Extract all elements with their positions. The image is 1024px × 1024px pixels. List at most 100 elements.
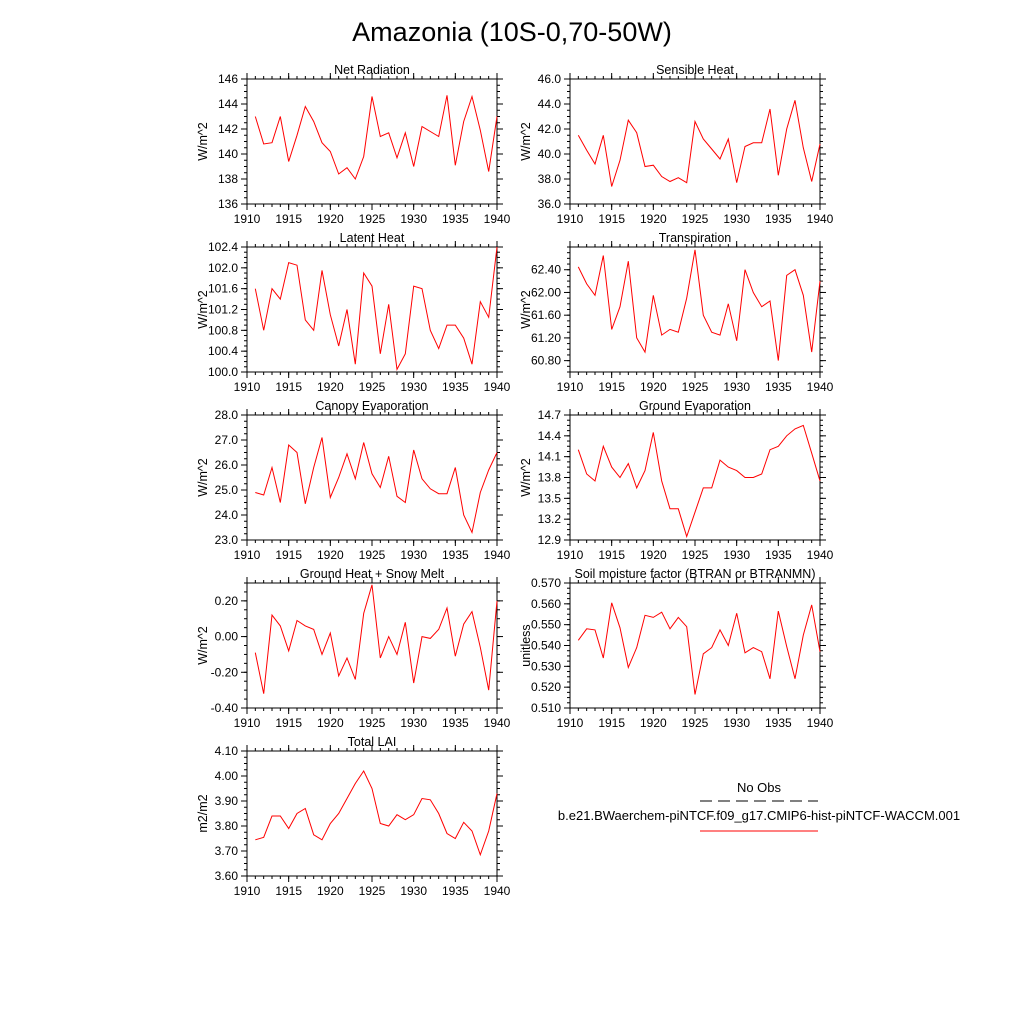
x-tick-label: 1925 [359,548,386,562]
x-tick-label: 1910 [557,380,584,394]
y-axis-label: W/m^2 [196,458,210,497]
y-tick-label: 4.10 [215,744,239,758]
x-tick-label: 1935 [442,212,469,226]
y-tick-label: 0.540 [531,639,561,653]
chart-panel: Net Radiation 1910 1915 1920 1925 1930 1935 194… [196,63,511,226]
y-tick-label: 102.4 [208,240,238,254]
y-tick-label: 0.560 [531,597,561,611]
x-tick-label: 1940 [807,212,834,226]
y-tick-label: 3.70 [215,844,239,858]
x-tick-label: 1925 [359,884,386,898]
y-axis-label: m2/m2 [196,794,210,832]
x-tick-label: 1915 [598,548,625,562]
plot-frame [246,750,498,877]
x-tick-label: 1920 [640,212,667,226]
x-tick-label: 1930 [723,380,750,394]
y-tick-label: 0.00 [215,630,239,644]
plot-frame [569,78,821,205]
plot-frame [246,414,498,541]
y-axis-label: W/m^2 [196,626,210,665]
y-tick-label: 44.0 [538,97,562,111]
x-tick-label: 1920 [317,548,344,562]
y-tick-label: 101.2 [208,303,238,317]
x-tick-label: 1920 [317,380,344,394]
y-tick-label: 24.0 [215,508,239,522]
x-tick-label: 1920 [640,380,667,394]
x-tick-label: 1915 [598,380,625,394]
x-tick-label: 1925 [359,716,386,730]
x-tick-label: 1935 [442,380,469,394]
chart-panel: Soil moisture factor (BTRAN or BTRANMN) 1… [519,567,834,730]
chart-panel: Ground Heat + Snow Melt 1910 1915 1920 1925 1… [196,567,511,730]
series-line [577,424,821,539]
y-tick-label: 0.20 [215,594,239,608]
x-tick-label: 1910 [234,884,261,898]
plot-frame [569,582,821,709]
x-tick-label: 1930 [400,716,427,730]
series-line [577,602,821,695]
x-tick-label: 1915 [598,716,625,730]
y-tick-label: 36.0 [538,197,562,211]
x-tick-label: 1940 [807,380,834,394]
x-tick-label: 1930 [400,884,427,898]
x-tick-label: 1935 [442,716,469,730]
y-tick-label: -0.20 [211,665,239,679]
series-line [254,94,498,181]
y-tick-label: 100.0 [208,365,238,379]
panel-title: Ground Heat + Snow Melt [300,567,445,581]
panel-title: Canopy Evaporation [315,399,428,413]
x-tick-label: 1925 [682,548,709,562]
y-tick-label: 101.6 [208,282,238,296]
panel-title: Soil moisture factor (BTRAN or BTRANMN) [574,567,815,581]
y-tick-label: 0.510 [531,701,561,715]
y-tick-label: 27.0 [215,433,239,447]
plot-frame [246,582,498,709]
y-tick-label: 0.520 [531,680,561,694]
x-tick-label: 1915 [275,380,302,394]
panel-title: Sensible Heat [656,63,734,77]
y-axis-label: W/m^2 [196,122,210,161]
x-tick-label: 1935 [765,212,792,226]
x-tick-label: 1930 [400,548,427,562]
series-line [254,246,498,372]
x-tick-label: 1930 [400,380,427,394]
y-axis-label: W/m^2 [519,122,533,161]
panel-title: Net Radiation [334,63,410,77]
series-line [255,769,498,857]
x-tick-label: 1935 [765,716,792,730]
y-axis-label: W/m^2 [196,290,210,329]
x-tick-label: 1940 [807,716,834,730]
x-tick-label: 1930 [723,212,750,226]
y-tick-label: 100.8 [208,323,238,337]
y-axis-label: W/m^2 [519,458,533,497]
panel-title: Transpiration [659,231,732,245]
chart-panel: Canopy Evaporation 1910 1915 1920 1925 1930 19… [196,399,511,562]
series-line [254,584,498,694]
series-line [255,437,498,535]
series-line [577,100,821,187]
y-axis-label: unitless [519,624,533,666]
x-tick-label: 1925 [682,212,709,226]
panel-title: Total LAI [348,735,397,749]
x-tick-label: 1920 [317,716,344,730]
y-tick-label: 100.4 [208,344,238,358]
y-tick-label: 3.90 [215,794,239,808]
y-tick-label: 0.550 [531,618,561,632]
y-tick-label: 40.0 [538,147,562,161]
x-tick-label: 1910 [234,548,261,562]
x-tick-label: 1925 [682,380,709,394]
y-tick-label: 62.00 [531,285,561,299]
x-tick-label: 1910 [234,380,261,394]
x-tick-label: 1920 [640,716,667,730]
x-tick-label: 1940 [807,548,834,562]
x-tick-label: 1910 [234,212,261,226]
x-tick-label: 1920 [640,548,667,562]
panel-title: Latent Heat [340,231,405,245]
x-tick-label: 1930 [723,548,750,562]
x-tick-label: 1925 [359,380,386,394]
panel-title: Ground Evaporation [639,399,751,413]
legend-label-model-run: b.e21.BWaerchem-piNTCF.f09_g17.CMIP6-his… [558,808,960,823]
plot-frame [246,246,498,373]
y-tick-label: 0.530 [531,659,561,673]
main-title: Amazonia (10S-0,70-50W) [352,17,672,47]
